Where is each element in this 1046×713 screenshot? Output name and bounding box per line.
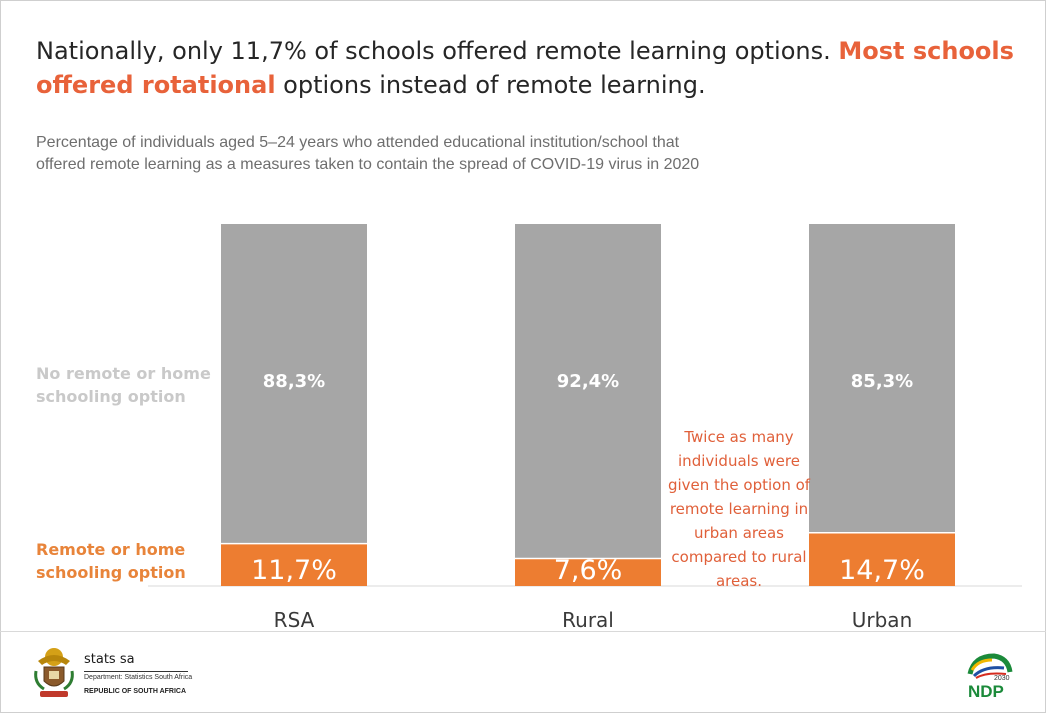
ndp-year: 2030 <box>994 675 1010 682</box>
title-part-2: options instead of remote learning. <box>275 71 706 99</box>
org-name-rule <box>84 671 188 672</box>
data-label-no-remote-rsa: 88,3% <box>263 371 325 392</box>
subtitle-line-1: Percentage of individuals aged 5–24 year… <box>36 134 680 151</box>
data-label-no-remote-rural: 92,4% <box>557 371 619 392</box>
legend-remote: Remote or home schooling option <box>36 540 186 582</box>
stacked-bar-chart: 11,7% 88,3% RSA 7,6% 92,4% Rural 14,7% 85,3% Urb… <box>148 224 1022 632</box>
bar-remote-urban <box>809 532 955 586</box>
org-country: REPUBLIC OF SOUTH AFRICA <box>84 688 187 695</box>
bar-remote-rsa <box>221 543 367 586</box>
footer-divider <box>0 631 1046 632</box>
data-label-remote-urban: 14,7% <box>839 555 925 586</box>
ndp-text: NDP <box>968 682 1004 700</box>
x-tick-label-rural: Rural <box>562 608 614 632</box>
ndp-2030-logo: 2030 NDP <box>967 653 1013 700</box>
bar-no-remote-rural <box>515 224 661 559</box>
data-label-no-remote-urban: 85,3% <box>851 371 913 392</box>
chart-annotation: Twice as many individuals were given the… <box>667 428 811 590</box>
page-title: Nationally, only 11,7% of schools offere… <box>36 34 1016 102</box>
bar-remote-rural <box>515 558 661 586</box>
title-part-1: Nationally, only 11,7% of schools offere… <box>36 37 839 65</box>
org-department: Department: Statistics South Africa <box>84 674 193 681</box>
legend-no-remote: No remote or home schooling option <box>36 364 211 406</box>
coat-of-arms-icon <box>34 648 74 697</box>
x-tick-label-urban: Urban <box>852 608 913 632</box>
data-label-remote-rsa: 11,7% <box>251 555 337 586</box>
org-name: stats sa <box>84 652 135 667</box>
title-highlight: Most schools offered rotational <box>36 37 1014 99</box>
subtitle-line-2: offered remote learning as a measures ta… <box>36 156 700 173</box>
chart-subtitle: Percentage of individuals aged 5–24 year… <box>36 132 836 176</box>
x-tick-label-rsa: RSA <box>274 608 315 632</box>
bar-no-remote-urban <box>809 224 955 533</box>
bar-no-remote-rsa <box>221 224 367 544</box>
data-label-remote-rural: 7,6% <box>554 555 623 586</box>
